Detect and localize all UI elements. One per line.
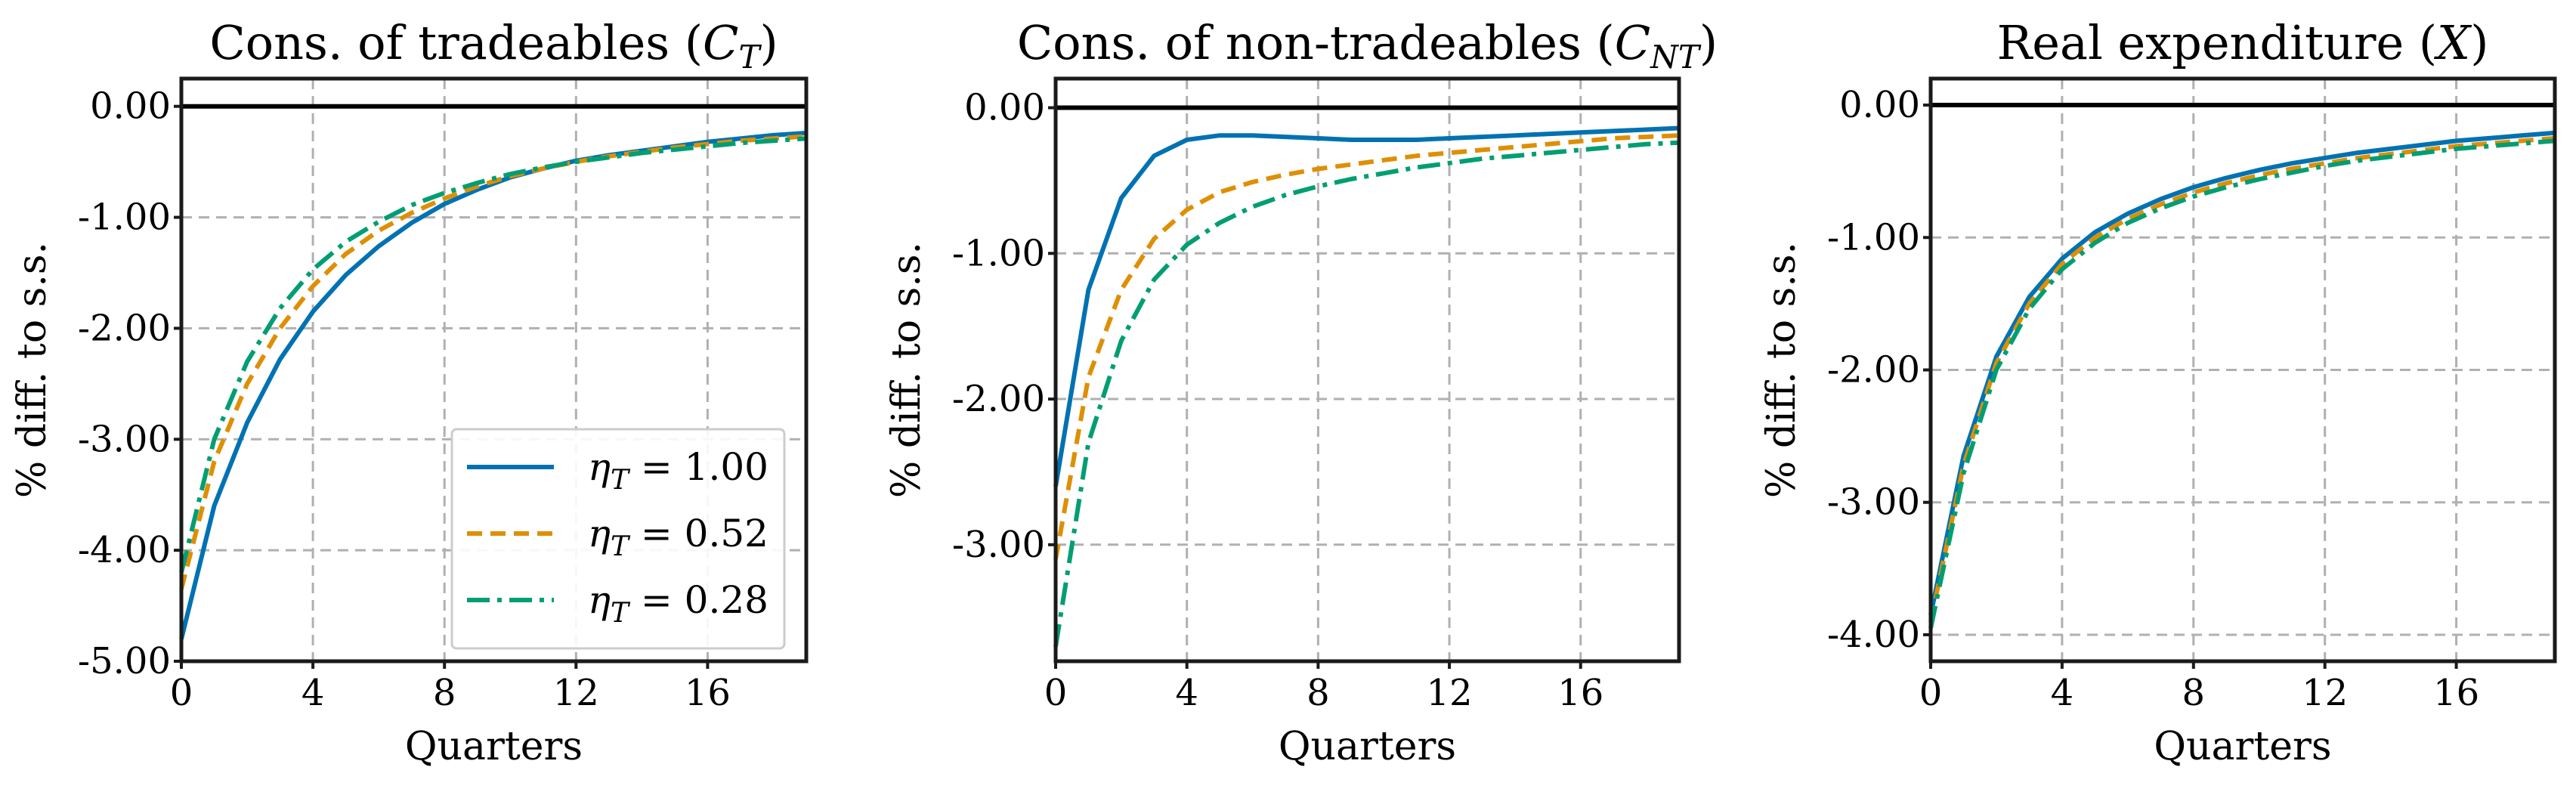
y-tick-label: -1.00 — [952, 232, 1045, 274]
x-axis-label: Quarters — [2154, 724, 2331, 769]
x-tick-label: 8 — [1307, 672, 1330, 714]
series-line-2 — [1928, 135, 2556, 623]
series-line-3 — [1053, 140, 1680, 648]
y-axis-label: % diff. to s.s. — [884, 242, 929, 498]
legend-symbol: η — [588, 445, 611, 489]
y-tick-label: -3.00 — [1827, 481, 1920, 524]
panel-title: Real expenditure (X) — [1997, 15, 2489, 70]
x-tick-label: 12 — [553, 672, 599, 714]
panel-title-text: Real expenditure ( — [1997, 15, 2437, 70]
x-tick-label: 8 — [2182, 672, 2206, 714]
y-axis-label: % diff. to s.s. — [1759, 242, 1804, 498]
panel-title-symbol: C — [1615, 15, 1650, 70]
series-line-3 — [179, 136, 807, 574]
panel-title: Cons. of non-tradeables (CNT) — [1017, 15, 1718, 76]
x-tick-label: 4 — [302, 672, 325, 714]
y-tick-label: 0.00 — [1839, 84, 1920, 126]
y-tick-label: -1.00 — [1827, 216, 1920, 258]
panel-title: Cons. of tradeables (CT) — [209, 15, 778, 76]
plot-frame — [1053, 76, 1681, 664]
panel-title-subscript: T — [738, 39, 762, 76]
plot-frame — [179, 76, 809, 664]
legend-symbol: η — [588, 512, 611, 555]
y-tick-label: -4.00 — [78, 529, 171, 571]
legend-value: = 0.28 — [629, 578, 768, 622]
chart-panel-1: 0 4 8 12 16 0.00 -1.00 -2.00 -3.00 -4.00 -5.00 Quar… — [10, 15, 809, 769]
y-tick-label: -2.00 — [952, 378, 1045, 420]
panel-title-text: Cons. of non-tradeables ( — [1017, 15, 1615, 70]
legend-value: = 1.00 — [629, 445, 768, 489]
panel-title-close: ) — [2470, 15, 2488, 70]
panel-title-subscript: NT — [1650, 39, 1702, 76]
y-tick-label: -2.00 — [1827, 349, 1920, 391]
y-tick-label: -2.00 — [78, 307, 171, 349]
x-tick-label: 16 — [685, 672, 731, 714]
x-axis-label: Quarters — [405, 724, 583, 769]
x-tick-label: 0 — [1919, 672, 1943, 714]
x-tick-label: 0 — [1044, 672, 1068, 714]
panel-title-symbol: X — [2434, 15, 2472, 70]
legend-entry-label-1: ηT = 1.00 — [588, 445, 768, 496]
panel-title-symbol: C — [703, 15, 738, 70]
legend-value: = 0.52 — [629, 512, 768, 555]
x-tick-label: 16 — [2433, 672, 2479, 714]
panel-title-close: ) — [1699, 15, 1718, 70]
x-tick-label: 4 — [2051, 672, 2074, 714]
x-tick-label: 16 — [1557, 672, 1603, 714]
legend-symbol: η — [588, 578, 611, 622]
y-tick-label: -3.00 — [78, 418, 171, 460]
y-tick-label: 0.00 — [964, 87, 1045, 129]
x-tick-label: 0 — [170, 672, 193, 714]
legend-subscript: T — [611, 598, 631, 629]
y-tick-label: -4.00 — [1827, 614, 1920, 656]
x-tick-label: 4 — [1175, 672, 1198, 714]
chart-panel-3: 0 4 8 12 16 0.00 -1.00 -2.00 -3.00 -4.00 Quarters%… — [1759, 15, 2557, 769]
y-tick-label: -1.00 — [78, 196, 171, 239]
y-tick-label: -3.00 — [952, 524, 1045, 566]
series-line-1 — [1928, 130, 2556, 616]
panel-title-text: Cons. of tradeables ( — [209, 15, 703, 70]
x-axis-label: Quarters — [1279, 724, 1456, 769]
legend-box — [450, 428, 786, 650]
x-tick-label: 12 — [1427, 672, 1473, 714]
panel-title-close: ) — [759, 15, 778, 70]
x-tick-label: 8 — [433, 672, 456, 714]
y-axis-label: % diff. to s.s. — [10, 242, 55, 498]
series-line-1 — [1053, 125, 1680, 487]
legend-subscript: T — [611, 531, 631, 562]
series-line-2 — [1053, 133, 1680, 560]
y-tick-label: 0.00 — [90, 85, 171, 128]
chart-panel-2: 0 4 8 12 16 0.00 -1.00 -2.00 -3.00 Quarters % diff… — [884, 15, 1718, 769]
series-line-3 — [1928, 138, 2556, 629]
y-tick-label: -5.00 — [78, 640, 171, 682]
x-tick-label: 12 — [2302, 672, 2348, 714]
legend-subscript: T — [611, 465, 631, 496]
legend-entry-label-2: ηT = 0.52 — [588, 512, 768, 562]
legend-entry-label-3: ηT = 0.28 — [588, 578, 768, 629]
